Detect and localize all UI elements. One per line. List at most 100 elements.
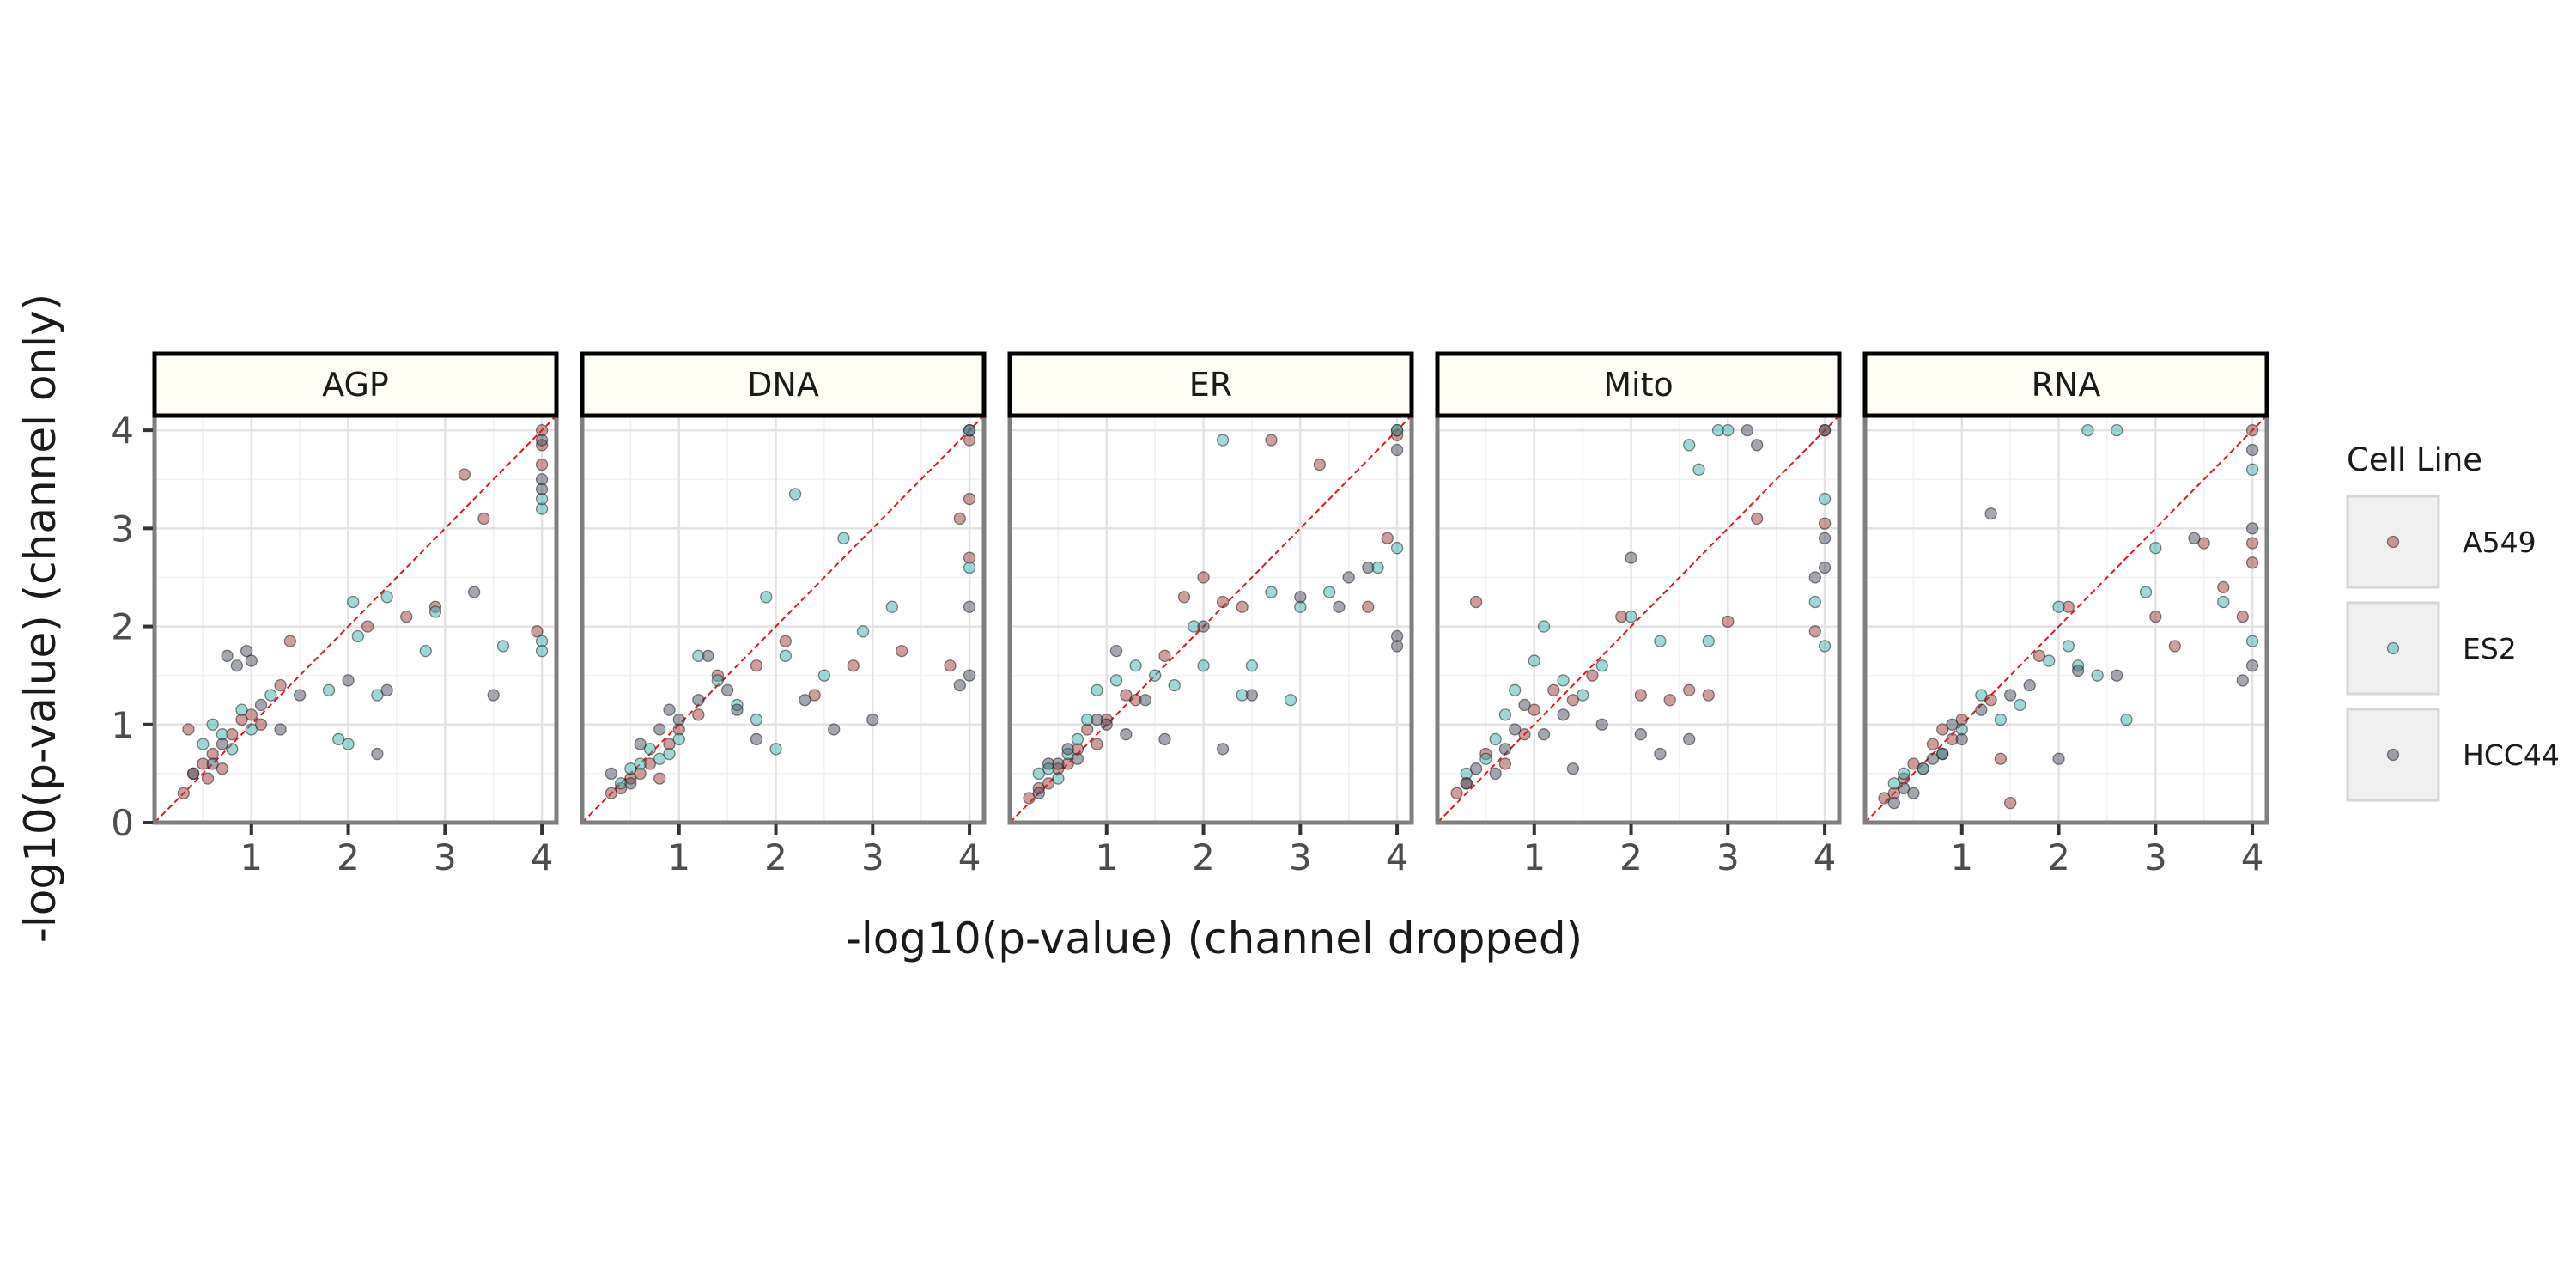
y-tick-label: 4 — [111, 410, 134, 452]
point-a549 — [963, 492, 976, 506]
legend-entry-es2: ES2 — [2346, 601, 2517, 696]
point-hcc44 — [1936, 747, 1949, 761]
point-a549 — [1926, 738, 1940, 750]
point-hcc44 — [1342, 571, 1355, 584]
point-hcc44 — [230, 659, 244, 672]
point-es2 — [1129, 659, 1142, 672]
legend-label: HCC44 — [2463, 738, 2560, 772]
point-hcc44 — [1818, 532, 1832, 544]
point-a549 — [653, 772, 666, 785]
point-es2 — [322, 683, 336, 696]
panel-mito: Mito 1 2 3 4 — [1435, 351, 1842, 878]
point-hcc44 — [963, 669, 976, 682]
x-tick-label: 3 — [1716, 836, 1740, 878]
point-hcc44 — [634, 738, 647, 750]
x-tick-label: 1 — [1522, 836, 1546, 878]
point-hcc44 — [1460, 777, 1473, 790]
point-es2 — [856, 625, 870, 638]
point-hcc44 — [953, 678, 966, 692]
point-hcc44 — [1509, 723, 1522, 736]
facet-strip — [1862, 351, 2269, 418]
point-a549 — [895, 644, 908, 658]
point-hcc44 — [2236, 674, 2249, 687]
point-a549 — [953, 512, 966, 526]
point-a549 — [1994, 752, 2008, 765]
point-hcc44 — [1654, 747, 1667, 761]
point-a549 — [1518, 728, 1531, 741]
point-a549 — [1362, 600, 1375, 613]
point-es2 — [1216, 434, 1230, 447]
point-hcc44 — [1333, 600, 1346, 613]
point-hcc44 — [1897, 781, 1911, 795]
point-hcc44 — [1907, 787, 1920, 799]
point-hcc44 — [1216, 743, 1230, 756]
point-a549 — [1586, 669, 1599, 682]
facet-title: ER — [1189, 366, 1232, 404]
point-hcc44 — [1818, 423, 1832, 437]
point-hcc44 — [1197, 620, 1210, 633]
point-a549 — [1313, 458, 1327, 471]
point-es2 — [245, 723, 258, 736]
x-tick-label: 4 — [1814, 836, 1837, 878]
point-hcc44 — [254, 698, 268, 712]
y-tick-label: 2 — [111, 606, 134, 648]
point-a549 — [1216, 595, 1230, 609]
point-a549 — [477, 512, 490, 526]
point-hcc44 — [467, 586, 481, 598]
point-es2 — [2081, 423, 2094, 437]
point-es2 — [817, 669, 831, 682]
point-es2 — [1917, 762, 1929, 775]
point-es2 — [1284, 694, 1297, 707]
panel-agp: AGP 1 2 3 4 0 1 2 3 4 — [111, 351, 559, 878]
y-tick-label: 1 — [111, 704, 134, 746]
point-es2 — [760, 591, 773, 604]
point-es2 — [1683, 439, 1696, 452]
point-a549 — [1808, 625, 1821, 638]
point-hcc44 — [245, 654, 258, 667]
point-a549 — [2245, 423, 2259, 437]
point-es2 — [643, 743, 657, 756]
point-hcc44 — [1139, 694, 1152, 707]
legend-label: A549 — [2463, 526, 2537, 559]
point-es2 — [226, 743, 239, 756]
point-hcc44 — [294, 689, 307, 702]
point-a549 — [531, 625, 544, 638]
point-hcc44 — [206, 757, 219, 770]
point-hcc44 — [1634, 728, 1647, 741]
point-a549 — [1702, 689, 1715, 702]
point-es2 — [1528, 654, 1540, 667]
point-a549 — [1663, 694, 1676, 707]
point-es2 — [634, 757, 647, 770]
point-a549 — [1091, 738, 1103, 750]
point-hcc44 — [2245, 659, 2259, 672]
point-es2 — [1537, 620, 1551, 633]
point-hcc44 — [963, 600, 976, 613]
point-es2 — [1071, 732, 1084, 746]
point-es2 — [1390, 423, 1404, 437]
point-hcc44 — [1390, 640, 1404, 653]
point-hcc44 — [1100, 718, 1113, 731]
point-es2 — [1887, 777, 1900, 790]
point-es2 — [1149, 669, 1162, 682]
point-es2 — [1322, 586, 1336, 598]
point-a549 — [535, 458, 549, 471]
point-es2 — [2111, 423, 2123, 437]
point-hcc44 — [663, 703, 676, 716]
point-es2 — [2120, 713, 2133, 726]
point-es2 — [1265, 586, 1278, 598]
point-a549 — [1236, 600, 1249, 613]
point-a549 — [808, 689, 821, 702]
point-es2 — [837, 532, 850, 544]
point-hcc44 — [1120, 728, 1133, 741]
point-es2 — [1654, 635, 1667, 647]
point-es2 — [1032, 767, 1045, 781]
point-es2 — [2052, 600, 2065, 613]
point-es2 — [1808, 595, 1821, 609]
point-hcc44 — [186, 767, 200, 781]
point-hcc44 — [1741, 423, 1754, 437]
point-hcc44 — [1808, 571, 1821, 584]
point-hcc44 — [750, 732, 763, 746]
point-hcc44 — [1557, 708, 1570, 721]
point-es2 — [1479, 752, 1492, 765]
